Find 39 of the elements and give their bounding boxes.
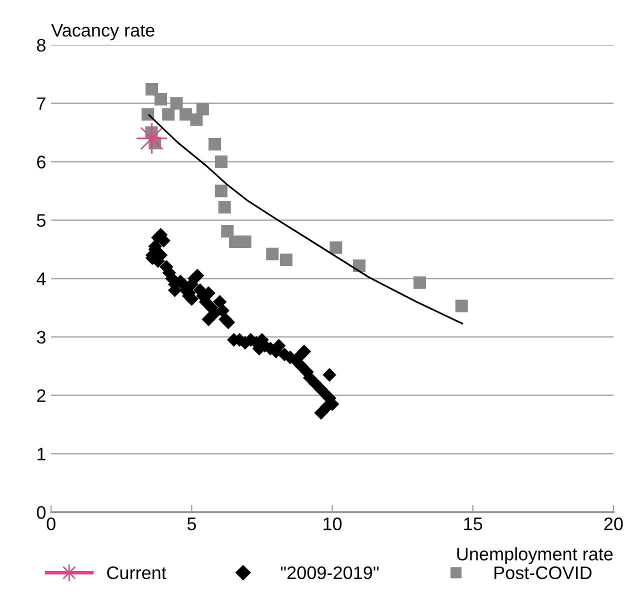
point <box>353 259 366 272</box>
point <box>162 108 175 121</box>
x-tick-label: 20 <box>604 517 623 530</box>
point <box>280 254 292 266</box>
point <box>266 248 279 260</box>
point <box>214 155 228 168</box>
x-tick-label: 0 <box>46 517 56 530</box>
y-tick-label: 1 <box>38 448 46 460</box>
point <box>136 122 168 154</box>
point <box>146 83 158 96</box>
legend-label: Current <box>107 566 166 580</box>
point <box>196 102 209 116</box>
point <box>413 276 426 289</box>
x-tick-label: 15 <box>464 518 482 530</box>
x-axis-title: Unemployment rate <box>457 547 613 564</box>
point <box>214 184 228 198</box>
y-tick-label: 6 <box>37 156 46 168</box>
y-tick-label: 4 <box>36 272 46 286</box>
y-tick-label: 2 <box>37 389 46 402</box>
point <box>208 138 222 150</box>
y-tick-label: 3 <box>36 330 46 344</box>
point <box>221 224 234 238</box>
y-tick-label: 8 <box>37 38 46 52</box>
point <box>142 108 154 121</box>
y-tick-label: 0 <box>36 506 46 519</box>
point <box>154 92 168 106</box>
x-tick-label: 10 <box>324 517 342 530</box>
point <box>180 108 192 121</box>
point <box>190 113 203 126</box>
y-axis-title: Vacancy rate <box>51 24 154 40</box>
point <box>330 241 342 254</box>
point <box>455 300 468 312</box>
legend-label: Post-COVID <box>494 566 592 580</box>
point <box>218 201 231 214</box>
y-tick-label: 5 <box>36 214 46 227</box>
y-tick-label: 7 <box>37 97 46 110</box>
point <box>170 97 183 110</box>
x-tick-label: 5 <box>187 518 196 530</box>
legend-label: "2009-2019" <box>280 566 379 580</box>
